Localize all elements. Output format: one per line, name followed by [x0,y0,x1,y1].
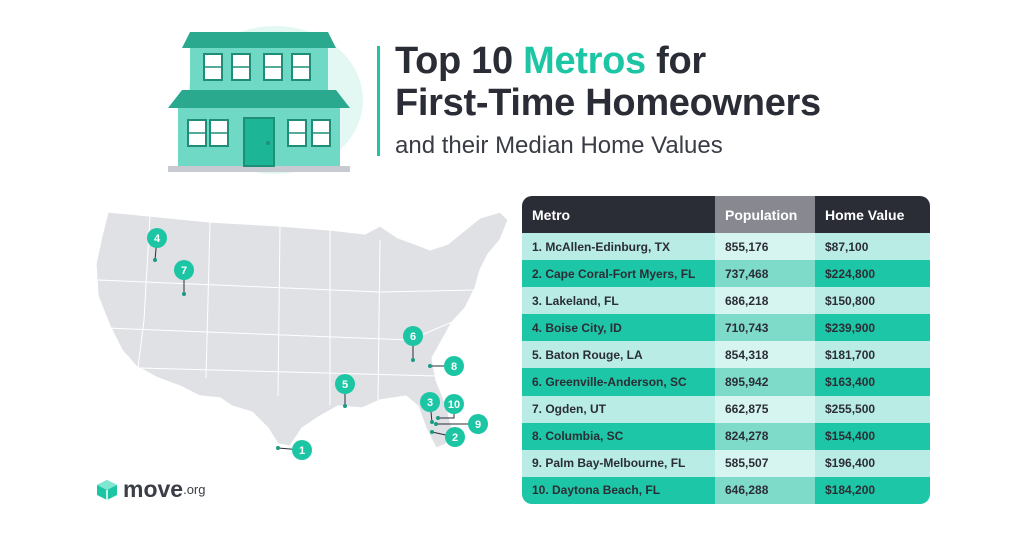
pin-dot [153,258,157,262]
table-row: 10. Daytona Beach, FL 646,288 $184,200 [522,476,930,504]
map-pin-9: 9 [434,414,488,434]
table-row: 7. Ogden, UT 662,875 $255,500 [522,395,930,423]
table-header: Metro Population Home Value [522,196,930,233]
metro-cell: 10. Daytona Beach, FL [522,476,715,504]
pin-dot [430,420,434,424]
home-value-cell: $163,400 [815,368,930,396]
pin-number: 5 [342,379,348,391]
us-map: 1 2 3 4 5 6 7 8 9 10 [95,211,509,460]
home-value-cell: $196,400 [815,449,930,477]
population-cell: 855,176 [715,233,815,261]
pin-number: 8 [451,361,457,373]
move-org-logo: move .org [96,476,206,503]
map-pin-5: 5 [335,374,355,408]
pin-number: 4 [154,233,161,245]
metro-cell: 6. Greenville-Anderson, SC [522,368,715,396]
population-cell: 895,942 [715,368,815,396]
map-pin-8: 8 [428,356,464,376]
title-accent-word: Metros [523,40,646,82]
map-pin-2: 2 [430,427,465,447]
title-part1: Top 10 [395,40,524,82]
table-row: 5. Baton Rouge, LA 854,318 $181,700 [522,341,930,369]
metro-cell: 1. McAllen-Edinburg, TX [522,233,715,261]
header-home-value: Home Value [815,196,930,233]
table-row: 3. Lakeland, FL 686,218 $150,800 [522,287,930,315]
title-part2: for [645,40,706,82]
pin-dot [276,446,280,450]
pin-badge [292,440,312,460]
metro-cell: 2. Cape Coral-Fort Myers, FL [522,260,715,288]
home-value-cell: $87,100 [815,233,930,261]
pin-number: 10 [448,399,460,411]
header-metro: Metro [522,196,715,233]
metro-cell: 4. Boise City, ID [522,314,715,342]
map-pin-3: 3 [420,392,440,424]
pin-badge [444,394,464,414]
map-pin-7: 7 [174,260,194,296]
table-row: 4. Boise City, ID 710,743 $239,900 [522,314,930,342]
metro-cell: 8. Columbia, SC [522,422,715,450]
pin-dot [182,292,186,296]
map-pin-10: 10 [436,394,464,420]
header-population: Population [715,196,815,233]
pin-badge [445,427,465,447]
metro-cell: 5. Baton Rouge, LA [522,341,715,369]
title-accent-rule [377,46,380,156]
page-subtitle: and their Median Home Values [395,132,723,159]
pin-number: 3 [427,397,433,409]
pin-dot [343,404,347,408]
house-illustration [168,26,363,174]
pin-badge [335,374,355,394]
pin-dot [428,364,432,368]
pin-number: 2 [452,432,458,444]
home-value-cell: $224,800 [815,260,930,288]
logo-word: move [123,476,184,502]
metro-cell: 3. Lakeland, FL [522,287,715,315]
population-cell: 686,218 [715,287,815,315]
home-value-cell: $239,900 [815,314,930,342]
cube-logo-icon [97,479,117,500]
logo-suffix: .org [183,482,206,497]
pin-dot [430,430,434,434]
population-cell: 854,318 [715,341,815,369]
population-cell: 646,288 [715,476,815,504]
population-cell: 824,278 [715,422,815,450]
pin-badge [444,356,464,376]
home-value-cell: $184,200 [815,476,930,504]
pin-number: 9 [475,419,481,431]
table-row: 2. Cape Coral-Fort Myers, FL 737,468 $224,… [522,260,930,288]
pin-badge [420,392,440,412]
pin-dot [436,416,440,420]
pin-number: 7 [181,265,187,277]
population-cell: 737,468 [715,260,815,288]
table-row: 1. McAllen-Edinburg, TX 855,176 $87,100 [522,233,930,261]
metro-cell: 9. Palm Bay-Melbourne, FL [522,449,715,477]
pin-badge [403,326,423,346]
title-line2: First-Time Homeowners [395,82,821,124]
page-title: Top 10 Metros for First-Time Homeowners [395,40,821,124]
metros-table: Metro Population Home Value 1. McAllen-E… [522,196,930,504]
table-row: 9. Palm Bay-Melbourne, FL 585,507 $196,400 [522,449,930,477]
population-cell: 710,743 [715,314,815,342]
home-value-cell: $154,400 [815,422,930,450]
table-row: 8. Columbia, SC 824,278 $154,400 [522,422,930,450]
pin-dot [411,358,415,362]
home-value-cell: $255,500 [815,395,930,423]
population-cell: 585,507 [715,449,815,477]
map-pin-6: 6 [403,326,423,362]
population-cell: 662,875 [715,395,815,423]
table-row: 6. Greenville-Anderson, SC 895,942 $163,40… [522,368,930,396]
pin-badge [147,228,167,248]
home-value-cell: $150,800 [815,287,930,315]
pin-badge [174,260,194,280]
pin-number: 1 [299,445,305,457]
metro-cell: 7. Ogden, UT [522,395,715,423]
home-value-cell: $181,700 [815,341,930,369]
pin-dot [434,422,438,426]
map-pin-1: 1 [276,440,312,460]
pin-number: 6 [410,331,416,343]
map-pin-4: 4 [147,228,167,262]
table-body: 1. McAllen-Edinburg, TX 855,176 $87,100 2. … [522,233,930,504]
pin-badge [468,414,488,434]
